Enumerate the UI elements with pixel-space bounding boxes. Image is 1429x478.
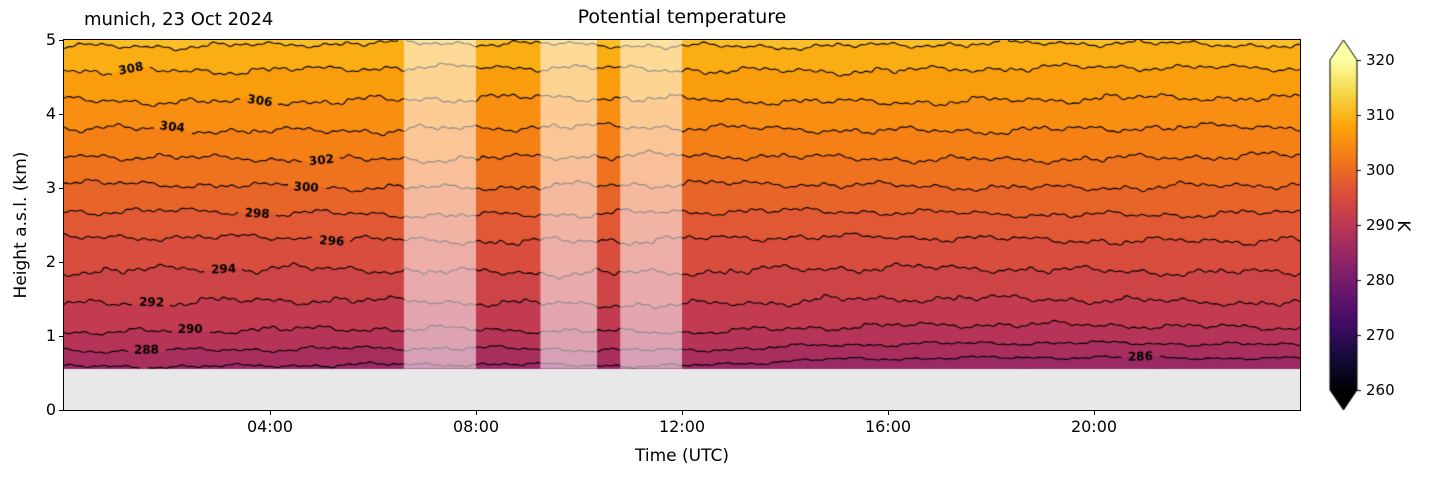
x-tick-mark	[1094, 411, 1095, 415]
colorbar-tick-label: 290	[1366, 216, 1395, 234]
colorbar-tick-label: 300	[1366, 161, 1395, 179]
y-tick-label: 3	[45, 178, 56, 197]
colorbar-tick-label: 260	[1366, 381, 1395, 399]
x-tick-mark	[476, 411, 477, 415]
x-tick-label: 04:00	[246, 417, 294, 436]
colorbar-tick-label: 280	[1366, 271, 1395, 289]
y-tick-mark	[59, 262, 63, 263]
y-tick-mark	[59, 336, 63, 337]
y-tick-label: 0	[45, 400, 56, 419]
y-tick-label: 5	[45, 30, 56, 49]
x-tick-mark	[270, 411, 271, 415]
contour-canvas	[64, 40, 1300, 410]
y-tick-label: 1	[45, 326, 56, 345]
y-tick-mark	[59, 114, 63, 115]
colorbar-tick-label: 270	[1366, 326, 1395, 344]
y-tick-mark	[59, 40, 63, 41]
colorbar-label: K	[1393, 220, 1413, 232]
y-axis-label: Height a.s.l. (km)	[11, 151, 31, 299]
x-tick-mark	[682, 411, 683, 415]
colorbar-canvas	[1326, 38, 1366, 414]
chart-title: Potential temperature	[577, 6, 787, 28]
y-tick-mark	[59, 188, 63, 189]
x-tick-label: 20:00	[1070, 417, 1118, 436]
x-axis-label: Time (UTC)	[635, 446, 729, 466]
y-tick-label: 2	[45, 252, 56, 271]
colorbar-tick-label: 320	[1366, 51, 1395, 69]
y-tick-mark	[59, 410, 63, 411]
y-tick-label: 4	[45, 104, 56, 123]
x-tick-label: 16:00	[864, 417, 912, 436]
x-tick-label: 12:00	[658, 417, 706, 436]
x-tick-mark	[888, 411, 889, 415]
x-tick-label: 08:00	[452, 417, 500, 436]
station-date-annotation: munich, 23 Oct 2024	[84, 9, 274, 30]
colorbar-tick-label: 310	[1366, 106, 1395, 124]
